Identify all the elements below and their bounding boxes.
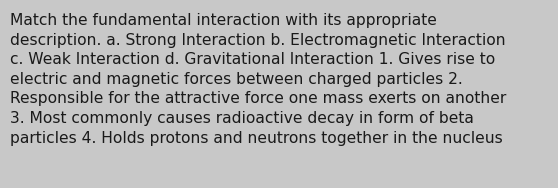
- Text: Match the fundamental interaction with its appropriate
description. a. Strong In: Match the fundamental interaction with i…: [10, 13, 506, 146]
